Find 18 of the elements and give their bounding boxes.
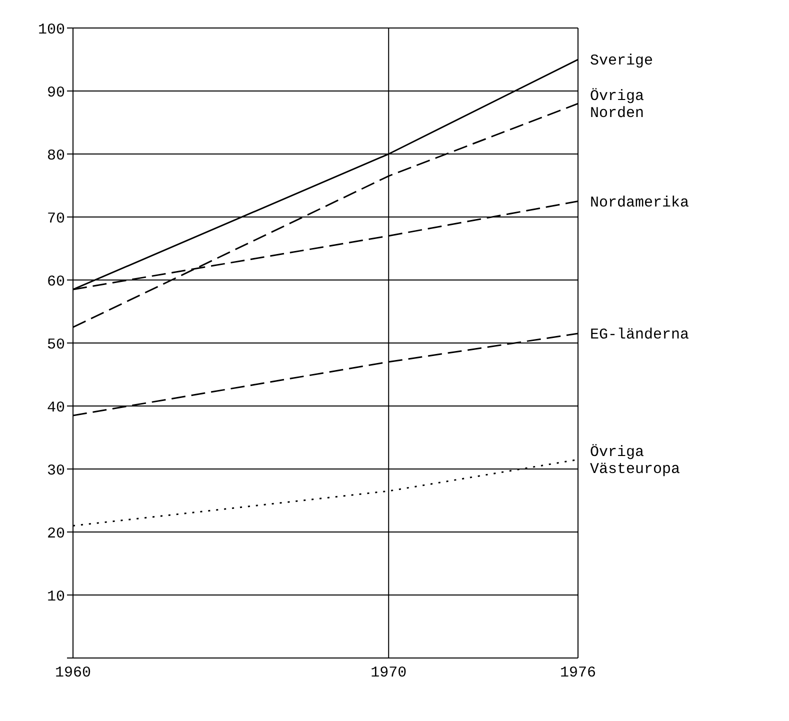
y-tick-label: 70 [46,210,65,228]
y-tick-label: 60 [46,273,65,290]
y-tick-label: 10 [46,588,65,606]
y-tick-label: 50 [46,336,65,354]
x-tick-label: 1960 [54,664,92,682]
y-tick-label: 40 [46,399,65,416]
series-label: Övriga Norden [590,88,644,122]
series-label: EG-länderna [590,326,690,344]
y-tick-label: 100 [38,21,65,38]
y-tick-label: 30 [46,462,65,480]
x-tick-label: 1970 [370,664,407,682]
y-tick-label: 90 [46,84,65,102]
y-tick-label: 80 [46,147,65,164]
series-label: Nordamerika [590,194,690,212]
y-tick-label: 20 [46,525,65,542]
series-label: Övriga Västeuropa [590,444,680,478]
x-tick-label: 1976 [560,664,596,682]
series-label: Sverige [590,52,654,70]
